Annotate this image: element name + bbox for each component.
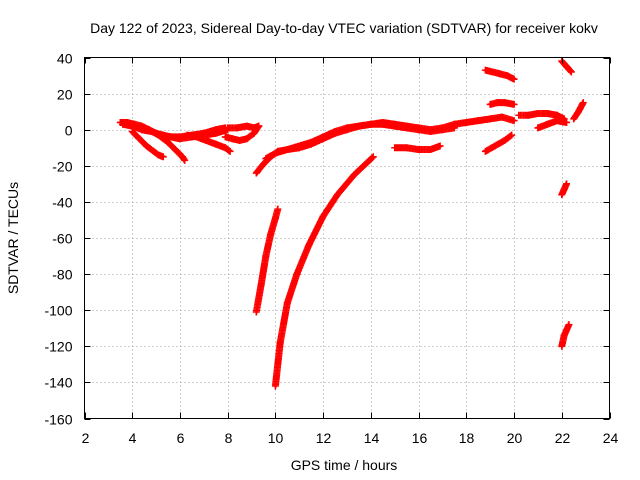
y-tick-label: 40 xyxy=(57,51,73,67)
x-tick-label: 8 xyxy=(225,430,233,446)
y-tick-label: -20 xyxy=(52,159,72,175)
plus-marker xyxy=(159,153,167,161)
x-tick-label: 18 xyxy=(459,430,475,446)
y-axis-ticks: -160 -140 -120 -100 -80 -60 -40 -20 0 20 40 xyxy=(44,51,610,428)
series-arc-morning-c xyxy=(128,128,167,161)
x-tick-label: 16 xyxy=(412,430,428,446)
x-tick-label: 22 xyxy=(555,430,571,446)
y-tick-label: -120 xyxy=(44,339,72,355)
plus-marker xyxy=(579,99,587,107)
series-arc-morning-e xyxy=(183,131,234,155)
chart-title: Day 122 of 2023, Sidereal Day-to-day VTE… xyxy=(90,20,598,36)
y-tick-label: -40 xyxy=(52,195,72,211)
plus-marker xyxy=(436,142,444,150)
series-arc-morning-d xyxy=(135,122,189,164)
plus-marker xyxy=(510,75,518,83)
x-tick-label: 4 xyxy=(129,430,137,446)
y-tick-label: -160 xyxy=(44,412,72,428)
series-arc-evening-i xyxy=(558,321,573,350)
plus-marker xyxy=(274,205,282,213)
series-arc-plunge-b xyxy=(271,153,377,390)
x-tick-label: 24 xyxy=(603,430,619,446)
series-arc-morning-g xyxy=(224,122,263,132)
plus-marker xyxy=(368,154,376,162)
plus-marker xyxy=(563,180,571,188)
plus-marker xyxy=(566,67,574,75)
series-arc-plunge-a xyxy=(252,205,282,316)
y-axis-label: SDTVAR / TECUs xyxy=(5,182,21,294)
plus-marker xyxy=(506,132,514,140)
y-tick-label: -140 xyxy=(44,375,72,391)
y-tick-label: -60 xyxy=(52,231,72,247)
series-arc-midday-b xyxy=(262,120,458,163)
x-tick-label: 6 xyxy=(177,430,185,446)
plus-marker xyxy=(181,156,189,164)
x-tick-label: 10 xyxy=(268,430,284,446)
plus-marker xyxy=(508,131,516,139)
series-arc-evening-h xyxy=(558,180,571,199)
x-tick-label: 12 xyxy=(316,430,332,446)
plus-marker xyxy=(369,153,377,161)
plus-marker xyxy=(510,100,518,108)
plus-marker xyxy=(450,124,458,132)
y-tick-label: 0 xyxy=(65,123,73,139)
x-axis-label: GPS time / hours xyxy=(291,457,398,473)
y-tick-label: -100 xyxy=(44,303,72,319)
y-tick-label: -80 xyxy=(52,267,72,283)
series-arc-evening-a xyxy=(481,66,518,83)
series-arc-afternoon-a xyxy=(391,142,444,154)
x-tick-label: 2 xyxy=(82,430,90,446)
series-arc-evening-b xyxy=(486,99,518,108)
plus-marker xyxy=(567,68,575,76)
plus-marker xyxy=(563,118,571,126)
series-arc-evening-e xyxy=(534,117,571,132)
plus-marker xyxy=(565,321,573,329)
data-points xyxy=(116,57,587,390)
series-arc-evening-f xyxy=(558,57,575,76)
plus-marker xyxy=(510,117,518,125)
y-tick-label: 20 xyxy=(57,87,73,103)
x-tick-label: 20 xyxy=(507,430,523,446)
series-arc-evening-g xyxy=(570,99,587,123)
plus-marker xyxy=(225,146,233,154)
plus-marker xyxy=(226,147,234,155)
grid-lines xyxy=(84,57,610,419)
series-arc-evening-d xyxy=(515,109,568,123)
series-arc-evening-c xyxy=(481,131,516,155)
x-axis-ticks: 2 4 6 8 10 12 14 16 18 20 22 24 xyxy=(82,57,619,446)
x-tick-label: 14 xyxy=(364,430,380,446)
plus-marker xyxy=(255,122,263,130)
series-arc-morning-f xyxy=(221,122,263,145)
